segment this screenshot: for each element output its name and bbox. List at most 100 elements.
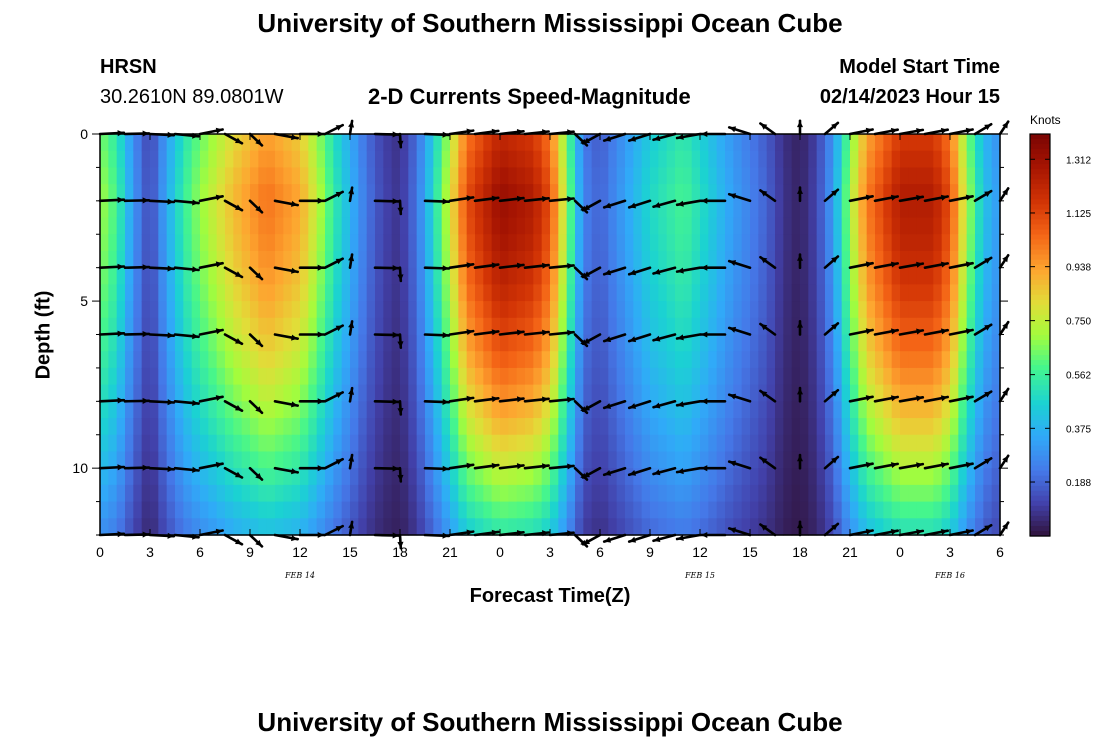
heatmap-cell <box>816 301 826 319</box>
heatmap-cell <box>683 451 693 469</box>
heatmap-cell <box>908 384 918 402</box>
current-vector <box>581 266 602 279</box>
heatmap-cell <box>500 217 509 235</box>
heatmap-cell <box>258 451 268 469</box>
current-vector <box>699 465 727 472</box>
heatmap-cell <box>475 384 484 402</box>
colorbar-segment <box>1030 174 1050 180</box>
heatmap-cell <box>500 468 509 486</box>
heatmap-cell <box>758 367 768 386</box>
heatmap-cell <box>608 334 618 352</box>
colorbar-segment <box>1030 239 1050 246</box>
heatmap-cell <box>700 434 709 453</box>
heatmap-cell <box>966 150 976 169</box>
current-vector <box>797 319 803 336</box>
heatmap-cell <box>366 468 376 486</box>
heatmap-cell <box>241 267 251 285</box>
current-vector <box>948 261 974 270</box>
heatmap-cell <box>558 351 568 369</box>
heatmap-cell <box>383 267 393 285</box>
current-vector <box>198 261 224 270</box>
x-tick-label: 15 <box>742 544 758 560</box>
heatmap-cell <box>491 267 501 285</box>
heatmap-cell <box>933 317 943 336</box>
heatmap-cell <box>325 250 334 269</box>
colorbar-tick-label: 1.125 <box>1066 209 1091 220</box>
heatmap-cell <box>783 267 793 285</box>
heatmap-cell <box>608 468 618 486</box>
heatmap-cell <box>483 401 493 419</box>
x-tick-label: 6 <box>596 544 604 560</box>
current-vector <box>823 455 840 470</box>
x-tick-label: 0 <box>496 544 504 560</box>
heatmap-cell <box>858 217 868 235</box>
heatmap-cell <box>533 384 543 402</box>
heatmap-cell <box>450 217 459 235</box>
heatmap-cell <box>466 301 476 319</box>
heatmap-cell <box>833 200 843 219</box>
heatmap-cell <box>133 200 143 219</box>
heatmap-cell <box>700 167 709 185</box>
heatmap-cell <box>341 334 351 352</box>
heatmap-cell <box>683 250 693 269</box>
current-vector <box>148 332 176 339</box>
heatmap-cell <box>566 184 576 202</box>
heatmap-cell <box>216 451 226 469</box>
heatmap-cell <box>316 184 326 202</box>
heatmap-cell <box>958 334 968 352</box>
heatmap-cell <box>433 250 443 269</box>
heatmap-cell <box>158 351 168 369</box>
current-vector <box>498 195 525 203</box>
current-vector <box>873 194 900 203</box>
current-vector <box>973 123 993 136</box>
heatmap-cell <box>383 234 393 252</box>
heatmap-cell <box>808 267 818 285</box>
heatmap-cell <box>525 501 534 519</box>
heatmap-cell <box>566 468 576 486</box>
heatmap-cell <box>625 501 634 519</box>
heatmap-cell <box>925 167 934 185</box>
heatmap-cell <box>116 184 126 202</box>
heatmap-cell <box>691 184 701 202</box>
heatmap-cell <box>233 234 243 252</box>
heatmap-cell <box>600 301 609 319</box>
current-vector <box>759 523 777 537</box>
heatmap-cell <box>191 250 201 269</box>
heatmap-cell <box>525 384 534 402</box>
heatmap-cell <box>708 234 718 252</box>
heatmap-cell <box>275 217 284 235</box>
heatmap-cell <box>533 134 543 152</box>
heatmap-cell <box>958 351 968 369</box>
heatmap-cell <box>483 134 493 152</box>
heatmap-cell <box>750 401 759 419</box>
heatmap-cell <box>625 518 634 536</box>
heatmap-cell <box>708 518 718 536</box>
heatmap-cell <box>116 200 126 219</box>
heatmap-cell <box>666 468 676 486</box>
heatmap-cell <box>266 384 276 402</box>
heatmap-cell <box>533 401 543 419</box>
heatmap-cell <box>366 518 376 536</box>
heatmap-cell <box>100 267 109 285</box>
heatmap-cell <box>283 518 293 536</box>
heatmap-cell <box>350 434 359 453</box>
heatmap-cell <box>575 468 584 486</box>
heatmap-cell <box>616 334 626 352</box>
colorbar-segment <box>1030 294 1050 301</box>
heatmap-cell <box>533 234 543 252</box>
heatmap-cell <box>925 468 934 486</box>
heatmap-cell <box>625 167 634 185</box>
heatmap-cell <box>191 401 201 419</box>
current-vector <box>675 533 702 541</box>
heatmap-cell <box>766 184 776 202</box>
heatmap-cell <box>491 501 501 519</box>
heatmap-cell <box>958 134 968 152</box>
heatmap-cell <box>191 468 201 486</box>
heatmap-cell <box>408 401 418 419</box>
current-vector <box>348 119 355 136</box>
heatmap-cell <box>266 484 276 503</box>
heatmap-cell <box>450 150 459 169</box>
colorbar-segment <box>1030 475 1050 482</box>
current-vector <box>848 395 874 403</box>
heatmap-cell <box>741 451 751 469</box>
